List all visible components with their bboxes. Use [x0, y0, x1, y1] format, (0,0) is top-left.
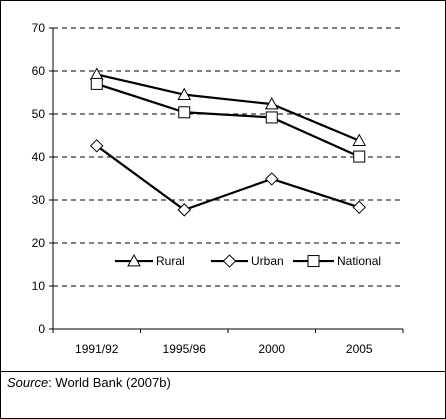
data-point-urban — [177, 203, 191, 217]
y-tick-label: 20 — [32, 236, 46, 250]
legend-marker-rural — [127, 254, 141, 267]
data-point-urban — [265, 172, 279, 186]
legend-marker-urban — [222, 254, 237, 268]
series-line-urban — [96, 144, 360, 212]
data-point-rural — [352, 133, 367, 146]
data-point-national — [265, 111, 278, 124]
y-tick-label: 0 — [38, 322, 45, 336]
data-point-rural — [89, 67, 104, 80]
data-point-national — [353, 150, 366, 163]
series-line-rural — [96, 73, 360, 142]
legend-label-national: National — [337, 254, 381, 268]
data-point-rural — [264, 97, 279, 110]
data-point-urban — [352, 200, 366, 215]
series-line-national — [96, 82, 360, 158]
x-tick-label: 2000 — [258, 342, 285, 356]
y-tick-label: 10 — [32, 279, 46, 293]
x-tick-label: 2005 — [346, 342, 373, 356]
source-note: Source: World Bank (2007b) — [7, 375, 171, 390]
y-tick-label: 60 — [32, 64, 46, 78]
source-text: : World Bank (2007b) — [48, 375, 171, 390]
y-tick-label: 40 — [32, 150, 46, 164]
x-tick-label: 1991/92 — [75, 342, 119, 356]
legend-label-urban: Urban — [251, 254, 284, 268]
data-point-urban — [90, 139, 104, 153]
y-tick-label: 50 — [32, 107, 46, 121]
legend-label-rural: Rural — [156, 254, 185, 268]
source-label: Source — [7, 375, 49, 390]
chart-panel: 0 10 20 30 40 50 60 70 1991/92 1995/96 2000 2005 Rur… — [1, 1, 445, 372]
data-point-rural — [177, 87, 192, 100]
y-tick-label: 30 — [32, 193, 46, 207]
legend-marker-national — [307, 255, 320, 268]
x-tick-label: 1995/96 — [163, 342, 207, 356]
y-tick-label: 70 — [32, 21, 46, 35]
data-point-national — [90, 77, 103, 90]
line-chart: 0 10 20 30 40 50 60 70 1991/92 1995/96 2000 2005 Rur… — [32, 21, 404, 356]
data-point-national — [178, 106, 191, 119]
